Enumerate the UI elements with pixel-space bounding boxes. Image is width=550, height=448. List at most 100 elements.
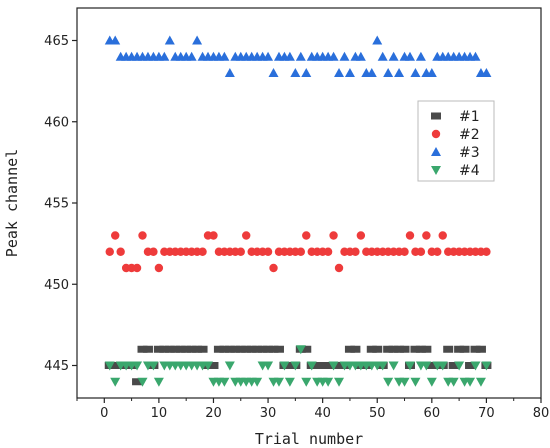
data-point	[415, 345, 426, 353]
data-point	[230, 345, 241, 353]
data-point	[257, 345, 268, 353]
data-point	[323, 247, 333, 256]
data-point	[219, 345, 230, 353]
data-point	[295, 345, 306, 355]
x-tick-label: 10	[151, 406, 168, 421]
data-point	[273, 377, 284, 387]
data-point	[284, 377, 295, 387]
data-point	[241, 345, 252, 353]
data-point	[197, 345, 208, 353]
data-point	[388, 361, 399, 371]
data-point	[295, 51, 306, 61]
data-point	[399, 345, 410, 353]
data-point	[481, 361, 492, 371]
data-point	[132, 378, 143, 386]
data-point	[110, 35, 121, 45]
data-point	[132, 263, 142, 273]
legend-entry: #2	[459, 127, 480, 143]
data-point	[470, 361, 481, 371]
y-tick-label: 465	[44, 34, 69, 49]
data-point	[268, 68, 279, 77]
data-point	[203, 361, 214, 371]
data-point	[394, 345, 405, 353]
data-point	[296, 247, 306, 256]
data-point	[415, 51, 426, 61]
data-point	[273, 345, 284, 353]
data-point	[405, 231, 415, 240]
legend-box	[417, 100, 495, 182]
data-point	[410, 68, 421, 77]
x-tick-label: 20	[205, 406, 222, 421]
data-point	[410, 377, 421, 387]
data-point	[252, 345, 263, 353]
y-tick-label: 450	[44, 278, 69, 293]
data-point	[372, 35, 383, 45]
legend-entry: #4	[459, 163, 480, 179]
y-tick-label: 460	[44, 115, 69, 130]
data-point	[116, 247, 125, 256]
data-point	[443, 345, 454, 353]
data-point	[339, 51, 350, 61]
data-point	[235, 345, 246, 353]
data-point	[334, 362, 345, 369]
data-point	[148, 361, 159, 371]
series-2	[105, 231, 491, 273]
data-point	[351, 247, 360, 256]
data-point	[481, 68, 492, 77]
x-axis-title: Trial number	[255, 430, 363, 448]
data-point	[279, 361, 290, 371]
data-point	[355, 51, 366, 61]
legend-marker	[431, 129, 441, 139]
legend-marker	[431, 166, 441, 175]
data-point	[422, 231, 431, 240]
data-point	[208, 362, 219, 369]
data-point	[306, 361, 317, 371]
data-point	[170, 345, 181, 353]
data-point	[465, 377, 476, 387]
legend-marker	[431, 112, 441, 120]
data-point	[470, 345, 481, 353]
data-point	[192, 35, 203, 45]
data-point	[263, 51, 274, 61]
data-point	[219, 51, 230, 61]
legend-marker	[431, 147, 441, 156]
data-point	[394, 68, 405, 77]
data-point	[159, 51, 170, 61]
data-point	[410, 345, 421, 353]
data-point	[105, 247, 114, 256]
data-point	[317, 362, 328, 369]
data-point	[137, 377, 148, 387]
data-point	[159, 345, 170, 353]
data-point	[404, 361, 415, 371]
data-point	[372, 345, 383, 353]
data-point	[312, 362, 323, 369]
data-point	[400, 247, 409, 256]
data-point	[328, 361, 339, 371]
data-point	[186, 345, 197, 353]
data-point	[284, 51, 295, 61]
data-point	[475, 377, 486, 387]
data-point	[284, 362, 295, 369]
data-point	[181, 345, 192, 353]
data-point	[366, 68, 377, 77]
data-point	[328, 51, 339, 61]
data-point	[252, 377, 263, 387]
data-point	[383, 68, 394, 77]
data-point	[470, 51, 481, 61]
data-point	[388, 345, 399, 353]
data-point	[334, 68, 345, 77]
data-point	[383, 345, 394, 353]
data-point	[269, 263, 278, 273]
data-point	[344, 68, 355, 77]
series-3	[104, 35, 492, 77]
data-point	[399, 377, 410, 387]
data-point	[110, 362, 121, 369]
data-point	[426, 377, 437, 387]
data-point	[236, 247, 245, 256]
data-point	[416, 247, 426, 256]
y-tick-label: 445	[44, 359, 69, 374]
data-point	[465, 362, 476, 369]
data-point	[448, 362, 459, 369]
x-tick-label: 50	[369, 406, 386, 421]
data-point	[482, 247, 491, 256]
